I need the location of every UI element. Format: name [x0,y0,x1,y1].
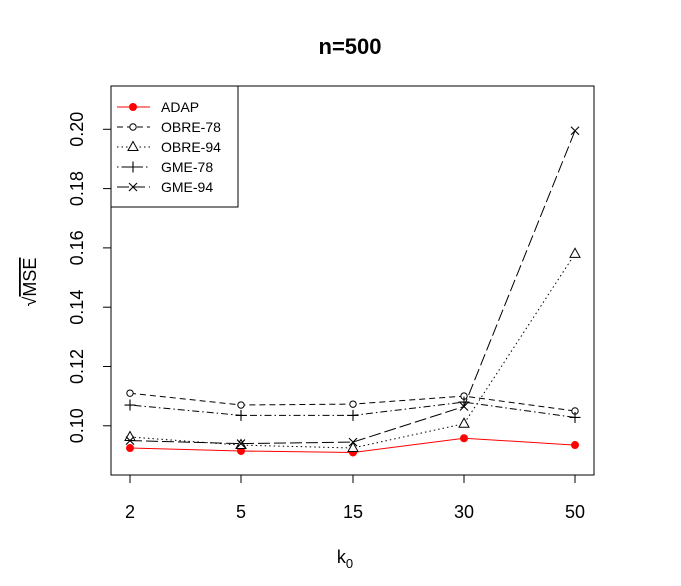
x-tick-label: 15 [343,502,363,522]
legend-swatch-marker [127,161,139,173]
data-point-gme-78 [569,411,581,423]
series-gme-94 [125,126,580,448]
legend-label: OBRE-94 [161,139,221,155]
series-obre-78 [126,389,579,415]
legend-entry-gme-94: GME-94 [117,179,213,195]
y-tick-label: 0.14 [67,290,87,325]
legend-entry-obre-78: OBRE-78 [117,119,221,135]
x-axis-label-subscript: 0 [346,556,353,571]
y-axis-label: √MSE [20,258,40,307]
data-point-obre-94 [347,441,359,453]
legend-swatch-marker [129,123,137,131]
data-point-gme-78 [235,409,247,421]
legend-label: ADAP [161,99,199,115]
data-point-gme-94 [236,439,246,448]
y-tick-label: 0.12 [67,349,87,384]
legend-swatch-marker [128,182,138,192]
legend-swatch-marker [129,103,137,111]
x-tick-label: 30 [454,502,474,522]
x-axis-label: k0 [337,547,353,571]
legend-entry-obre-94: OBRE-94 [117,139,221,155]
y-axis: 0.10 0.12 0.14 0.16 0.18 0.20 [67,112,112,443]
legend-label: GME-78 [161,159,213,175]
x-tick-label: 5 [236,502,246,522]
y-tick-label: 0.16 [67,230,87,265]
legend-label: GME-94 [161,179,213,195]
data-point-obre-94 [458,417,470,428]
data-point-adap [126,444,134,453]
series-line-gme-94 [129,130,576,445]
data-point-obre-94 [124,430,136,442]
data-point-adap [460,434,468,443]
legend-entry-adap: ADAP [117,99,199,115]
y-axis-label-sqrt: √ [20,296,40,306]
legend-swatch-marker [127,140,139,151]
chart-title: n=500 [319,34,382,59]
legend-entry-gme-78: GME-78 [117,159,213,175]
data-point-obre-94 [569,247,581,258]
data-point-gme-94 [125,436,135,445]
data-point-gme-94 [570,126,580,136]
series-obre-94 [124,247,581,453]
data-point-gme-78 [347,409,359,421]
x-tick-label: 2 [125,502,135,522]
data-point-gme-94 [459,402,469,411]
data-point-gme-78 [124,399,136,411]
x-tick-label: 50 [565,502,585,522]
data-point-adap [571,441,579,450]
data-point-obre-78 [237,401,245,409]
y-tick-label: 0.20 [67,112,87,147]
data-point-obre-78 [349,400,357,408]
legend: ADAP OBRE-78 OBRE-94 GME-78 GME-94 [110,85,239,208]
y-tick-label: 0.10 [67,408,87,443]
data-point-obre-78 [126,389,134,397]
x-axis: 2 5 15 30 50 [125,474,585,522]
legend-label: OBRE-78 [161,119,221,135]
data-point-gme-94 [348,437,358,447]
series-layer [124,126,581,457]
y-tick-label: 0.18 [67,171,87,206]
